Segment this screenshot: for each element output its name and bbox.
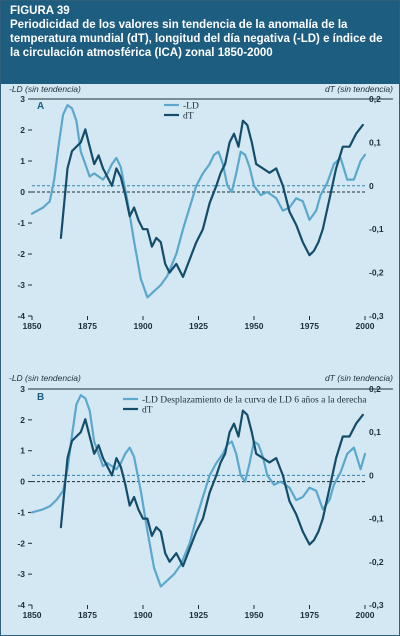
- right-axis-title: dT (sin tendencia): [325, 84, 393, 94]
- left-y-tick-label: 1: [20, 446, 25, 456]
- series-line-dt: [59, 409, 364, 568]
- x-tick-label: 1950: [245, 610, 264, 620]
- x-tick-label: 1900: [134, 321, 153, 331]
- x-tick-label: 1875: [78, 610, 97, 620]
- left-y-tick-label: -4: [17, 311, 25, 321]
- figure-number: FIGURA 39: [10, 5, 70, 17]
- left-y-tick-label: -4: [17, 600, 25, 610]
- left-y-tick-label: 0: [20, 187, 25, 197]
- x-tick-label: 1950: [245, 321, 264, 331]
- left-y-tick-label: -3: [17, 569, 25, 579]
- right-y-tick-label: -0,1: [369, 224, 384, 234]
- panel-label: A: [37, 101, 44, 112]
- left-y-tick-label: 3: [20, 384, 25, 394]
- left-y-tick-label: 2: [20, 415, 25, 425]
- legend-label-dt: dT: [183, 112, 194, 122]
- x-tick-label: 1925: [189, 610, 208, 620]
- panel-label: B: [37, 392, 44, 403]
- left-axis-title: -LD (sin tendencia): [9, 373, 81, 383]
- figure-header: FIGURA 39 Periodicidad de los valores si…: [1, 1, 399, 84]
- right-y-tick-label: 0: [369, 470, 374, 480]
- right-y-tick-label: 0,1: [369, 137, 381, 147]
- legend-label-dt: dT: [142, 406, 153, 416]
- right-y-tick-label: -0,2: [369, 268, 384, 278]
- right-y-tick-label: -0,3: [369, 311, 384, 321]
- x-tick-label: 1850: [23, 610, 42, 620]
- x-tick-label: 1975: [300, 610, 319, 620]
- x-tick-label: 1850: [23, 321, 42, 331]
- legend-label-ld: -LD Desplazamiento de la curva de LD 6 a…: [142, 396, 367, 406]
- series-line-ld: [30, 394, 367, 588]
- series-line-dt: [59, 119, 364, 278]
- right-y-tick-label: -0,1: [369, 514, 384, 524]
- left-y-tick-label: -1: [17, 507, 25, 517]
- series-line-ld: [30, 104, 367, 299]
- right-y-tick-label: -0,3: [369, 600, 384, 610]
- left-y-tick-label: -2: [17, 538, 25, 548]
- right-y-tick-label: -0,2: [369, 557, 384, 567]
- legend-label-ld: -LD: [183, 102, 199, 112]
- left-y-tick-label: 0: [20, 477, 25, 487]
- left-axis-title: -LD (sin tendencia): [9, 84, 81, 94]
- left-y-tick-label: -2: [17, 249, 25, 259]
- x-tick-label: 1900: [134, 610, 153, 620]
- x-tick-label: 1925: [189, 321, 208, 331]
- x-tick-label: 1875: [78, 321, 97, 331]
- right-y-tick-label: 0,1: [369, 427, 381, 437]
- right-y-tick-label: 0: [369, 181, 374, 191]
- right-axis-title: dT (sin tendencia): [325, 373, 393, 383]
- x-tick-label: 2000: [356, 610, 375, 620]
- x-tick-label: 1975: [300, 321, 319, 331]
- left-y-tick-label: 2: [20, 125, 25, 135]
- right-y-tick-label: 0,2: [369, 384, 381, 394]
- left-y-tick-label: 3: [20, 94, 25, 104]
- x-tick-label: 2000: [356, 321, 375, 331]
- right-y-tick-label: 0,2: [369, 94, 381, 104]
- left-y-tick-label: -3: [17, 280, 25, 290]
- left-y-tick-label: 1: [20, 156, 25, 166]
- figure-title: Periodicidad de los valores sin tendenci…: [10, 19, 383, 59]
- left-y-tick-label: -1: [17, 218, 25, 228]
